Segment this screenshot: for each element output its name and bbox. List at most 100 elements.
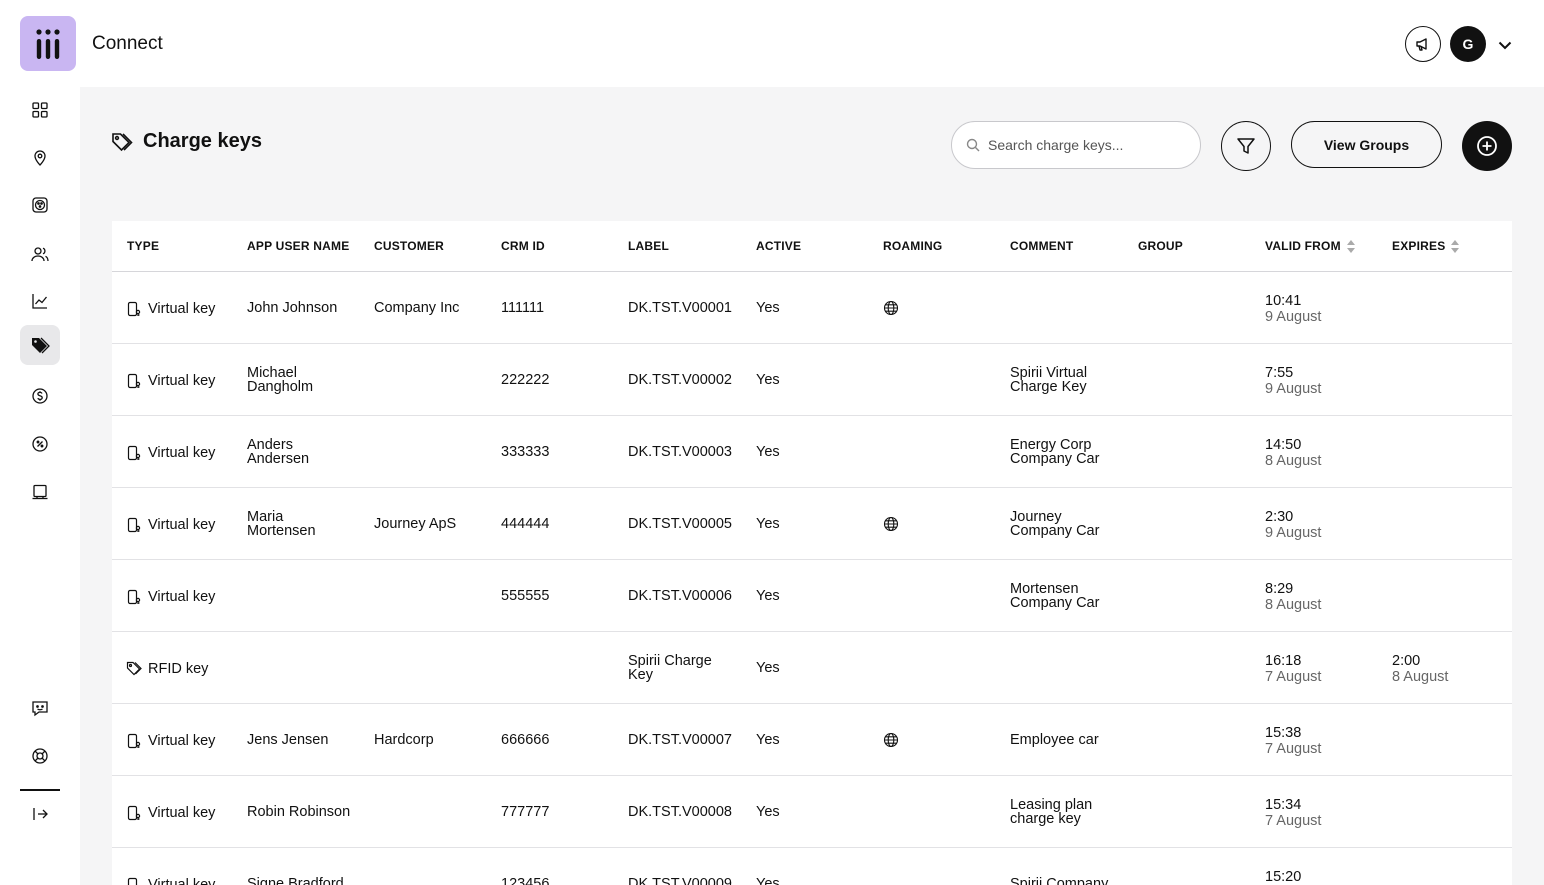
table-row[interactable]: Virtual key Jens Jensen Hardcorp 666666 DK.T… [112, 704, 1512, 776]
comment-cell: Mortensen Company Car [1010, 581, 1099, 611]
column-customer[interactable]: CUSTOMER [374, 239, 445, 253]
key-type-cell: Virtual key [126, 517, 215, 533]
filter-button[interactable] [1221, 121, 1271, 171]
sort-icon[interactable] [1346, 239, 1355, 253]
valid-from-time: 10:41 [1265, 293, 1302, 309]
valid-from-cell: 15:20 [1265, 869, 1301, 885]
column-crm-id[interactable]: CRM ID [501, 239, 545, 253]
comment-cell-line2: Charge Key [1010, 379, 1087, 395]
search-icon [966, 138, 980, 152]
table-row[interactable]: Virtual key 555555 DK.TST.V00006 Yes Mortens… [112, 560, 1512, 632]
valid-from-date: 7 August [1265, 813, 1322, 829]
announcements-button[interactable] [1405, 26, 1441, 62]
active-cell: Yes [756, 444, 780, 460]
charger-icon [32, 197, 48, 213]
sidebar-item-feedback[interactable] [20, 688, 60, 728]
column-active[interactable]: ACTIVE [756, 239, 802, 253]
top-bar: Connect G [0, 0, 1544, 87]
comment-cell-line2: charge key [1010, 811, 1081, 827]
sidebar-item-charge-keys[interactable] [20, 325, 60, 365]
key-type-label: Virtual key [148, 517, 216, 533]
avatar[interactable]: G [1450, 26, 1486, 62]
comment-cell-line1: Journey [1010, 509, 1062, 525]
sidebar-item-devices[interactable] [20, 472, 60, 512]
comment-cell: Employee car [1010, 732, 1099, 748]
sort-icon[interactable] [1451, 239, 1460, 253]
column-group[interactable]: GROUP [1138, 239, 1184, 253]
megaphone-icon [1416, 38, 1427, 51]
label-cell-line2: Key [628, 667, 653, 683]
comment-cell-line2: Company Car [1010, 523, 1100, 539]
column-label[interactable]: LABEL [628, 239, 669, 253]
search-box[interactable] [951, 121, 1201, 169]
tag-icon [32, 337, 50, 354]
valid-from-time: 15:20 [1265, 869, 1302, 885]
app-user-name-cell: Michael Dangholm [247, 366, 313, 395]
tag-icon [126, 661, 142, 676]
table-header: TYPE APP USER NAME CUSTOMER CRM ID LABEL… [112, 221, 1512, 272]
key-type-label: Virtual key [148, 877, 216, 885]
sidebar-divider [20, 789, 60, 791]
column-expires[interactable]: EXPIRES [1392, 239, 1460, 253]
phone-key-icon [127, 877, 138, 885]
key-type-cell: Virtual key [126, 733, 215, 749]
sidebar-item-locations[interactable] [20, 138, 60, 178]
logout-icon [33, 808, 48, 820]
support-icon [32, 748, 48, 764]
crm-id-cell: 333333 [501, 444, 550, 460]
sidebar-item-payments[interactable] [20, 376, 60, 416]
expires-cell: 2:00 8 August [1392, 653, 1448, 685]
table-row[interactable]: Virtual key Anders Andersen 333333 DK.TST.V0… [112, 416, 1512, 488]
sidebar-item-analytics[interactable] [20, 281, 60, 321]
chevron-down-icon[interactable] [1496, 36, 1514, 54]
users-icon [31, 247, 49, 262]
table-body: Virtual key John Johnson Company Inc 111111… [112, 272, 1512, 885]
view-groups-button[interactable]: View Groups [1291, 121, 1442, 168]
tariff-icon [32, 436, 48, 452]
sidebar-item-chargers[interactable] [20, 185, 60, 225]
comment-cell: Journey Company Car [1010, 509, 1100, 539]
logo-icon [36, 28, 60, 59]
sidebar-item-support[interactable] [20, 736, 60, 776]
sidebar-item-tariffs[interactable] [20, 424, 60, 464]
valid-from-time: 15:34 [1265, 797, 1302, 813]
table-row[interactable]: Virtual key Michael Dangholm 222222 DK.TST.V… [112, 344, 1512, 416]
column-type[interactable]: TYPE [127, 239, 160, 253]
crm-id-cell: 123456 [501, 876, 550, 885]
label-cell: DK.TST.V00006 [628, 588, 732, 604]
column-app-user-name[interactable]: APP USER NAME [247, 239, 350, 253]
phone-key-icon [127, 445, 141, 461]
valid-from-date: 8 August [1265, 453, 1322, 469]
sidebar-item-logout[interactable] [20, 794, 60, 834]
comment-cell-line1: Leasing plan [1010, 797, 1093, 813]
table-row[interactable]: Virtual key Maria Mortensen Journey ApS 4444… [112, 488, 1512, 560]
crm-id-cell: 777777 [501, 804, 550, 820]
valid-from-cell: 15:38 7 August [1265, 725, 1321, 757]
table-row[interactable]: Virtual key John Johnson Company Inc 111111… [112, 272, 1512, 344]
comment-cell: Spirii Virtual Charge Key [1010, 366, 1087, 395]
active-cell: Yes [756, 804, 780, 820]
comment-cell-line1: Mortensen [1010, 581, 1079, 597]
key-type-label: Virtual key [148, 589, 216, 605]
valid-from-date: 9 August [1265, 381, 1322, 397]
app-logo[interactable] [20, 16, 76, 71]
column-valid-from[interactable]: VALID FROM [1265, 239, 1355, 253]
table-row[interactable]: RFID key Spirii Charge Key Yes 16:18 7 August… [112, 632, 1512, 704]
table-row[interactable]: Virtual key Robin Robinson 777777 DK.TST.V0… [112, 776, 1512, 848]
customer-cell: Journey ApS [374, 516, 457, 532]
app-user-name-cell: Signe Bradford [247, 876, 344, 885]
column-roaming[interactable]: ROAMING [883, 239, 943, 253]
table-row[interactable]: Virtual key Signe Bradford 123456 DK.TST.V0… [112, 848, 1512, 885]
sidebar-item-users[interactable] [20, 234, 60, 274]
search-input[interactable] [988, 137, 1178, 153]
column-comment[interactable]: COMMENT [1010, 239, 1074, 253]
active-cell: Yes [756, 876, 780, 885]
sidebar-item-dashboard[interactable] [20, 90, 60, 130]
add-charge-key-button[interactable] [1462, 121, 1512, 171]
label-cell: DK.TST.V00001 [628, 300, 732, 316]
active-cell: Yes [756, 300, 780, 316]
phone-key-icon [127, 517, 141, 533]
app-user-name-cell-line1: Anders [247, 437, 293, 453]
label-cell: DK.TST.V00008 [628, 804, 732, 820]
analytics-icon [32, 294, 48, 309]
